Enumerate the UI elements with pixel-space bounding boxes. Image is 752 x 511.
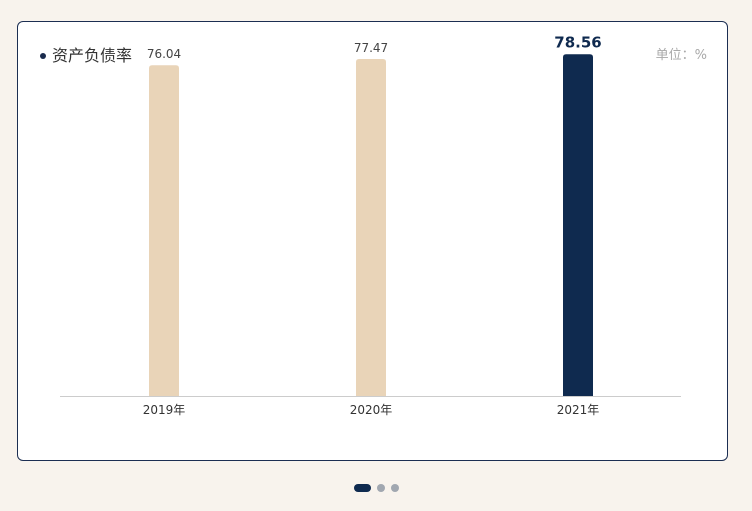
carousel-dot-3[interactable] bbox=[390, 484, 399, 492]
bar-value-label: 77.47 bbox=[354, 41, 388, 55]
bar-value-label: 78.56 bbox=[554, 33, 601, 51]
carousel-pagination bbox=[0, 484, 752, 492]
bar-2019年 bbox=[149, 65, 179, 396]
carousel-dot-2[interactable] bbox=[376, 484, 385, 492]
carousel-dot-1[interactable] bbox=[353, 484, 371, 492]
bar-2020年 bbox=[356, 59, 386, 397]
x-tick-label: 2020年 bbox=[350, 403, 393, 417]
bar-2021年 bbox=[563, 54, 593, 396]
x-tick-label: 2021年 bbox=[557, 403, 600, 417]
x-tick-label: 2019年 bbox=[143, 403, 186, 417]
unit-label: 单位：% bbox=[655, 48, 707, 63]
bar-value-label: 76.04 bbox=[147, 47, 181, 61]
chart-title: 资产负债率 bbox=[52, 46, 133, 65]
bar-chart: 76.04 2019年 77.47 2020年 78.56 2021年 bbox=[60, 33, 681, 417]
chart-header: 资产负债率 bbox=[40, 46, 132, 66]
chart-card: 资产负债率 单位：% 76.04 2019年 77.47 2020年 78.56 2021… bbox=[17, 21, 728, 461]
title-bullet-icon bbox=[40, 53, 46, 59]
